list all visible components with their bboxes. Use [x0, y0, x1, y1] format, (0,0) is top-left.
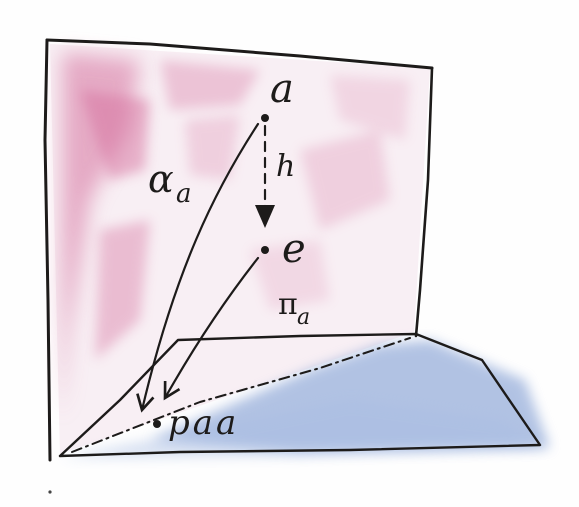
- label-arrow-alpha-sub: a: [176, 179, 192, 209]
- vertical-plane-wash: [50, 44, 430, 454]
- intersection-line: [71, 337, 411, 453]
- label-arrow-h: h: [276, 149, 295, 184]
- label-arrow-pi-sub: a: [297, 305, 310, 330]
- horizontal-plane-wash: [60, 340, 550, 458]
- point-paa-dot: [153, 420, 161, 428]
- label-point-a: a: [270, 66, 294, 112]
- arrow-h-head: [255, 205, 275, 228]
- label-arrow-pi: π: [278, 287, 298, 322]
- arrow-alpha: [136, 122, 260, 413]
- label-arrow-alpha: α: [148, 157, 174, 201]
- point-a-dot: [261, 114, 269, 122]
- label-point-e: e: [282, 226, 306, 272]
- label-point-paa: paa: [168, 403, 239, 443]
- vertical-plane-outline: [43, 38, 52, 462]
- point-e-dot: [261, 246, 269, 254]
- arrow-pi: [163, 256, 260, 401]
- stray-mark: [48, 490, 52, 494]
- horizontal-plane-outline: [58, 332, 542, 458]
